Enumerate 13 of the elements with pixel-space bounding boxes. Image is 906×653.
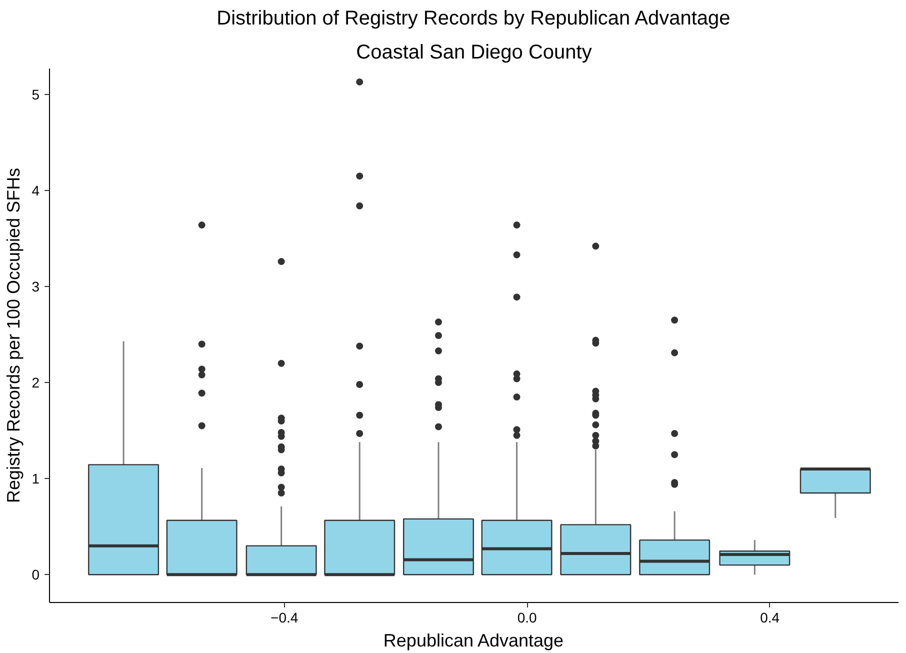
y-tick-label: 2 [32,374,40,391]
chart-title: Distribution of Registry Records by Republican Advantage [216,8,730,30]
x-tick-label: 0.0 [517,610,538,626]
x-tick-label: 0.4 [760,610,780,626]
y-tick-label: 5 [32,86,40,102]
y-tick-label: 0 [32,566,40,583]
y-tick-label: 1 [32,470,40,487]
x-axis-title: Republican Advantage [383,630,564,650]
y-tick-label: 4 [32,182,40,198]
y-axis-title: Registry Records per 100 Occupied SFHs [4,168,24,504]
x-tick-label: −0.4 [270,610,298,626]
y-tick-label: 3 [32,278,40,295]
chart-subtitle: Coastal San Diego County [356,42,592,64]
